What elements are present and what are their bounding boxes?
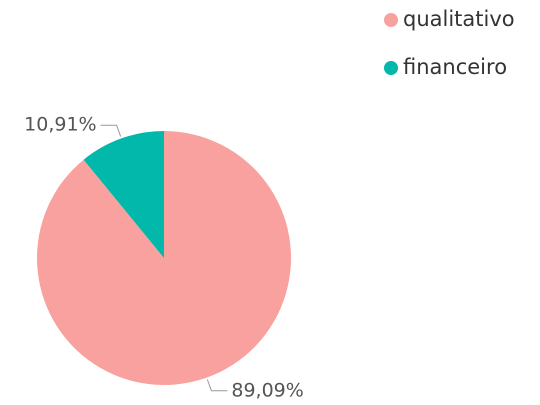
leader-line bbox=[100, 124, 122, 137]
leader-line bbox=[206, 379, 228, 392]
legend-marker bbox=[384, 61, 398, 75]
data-label: 10,91% bbox=[24, 114, 96, 136]
data-label: 89,09% bbox=[231, 379, 303, 401]
legend-label: qualitativo bbox=[403, 7, 515, 31]
pie-slice bbox=[83, 131, 164, 258]
legend-label: financeiro bbox=[403, 55, 507, 79]
legend-marker bbox=[384, 13, 398, 27]
pie-slice bbox=[36, 131, 291, 386]
